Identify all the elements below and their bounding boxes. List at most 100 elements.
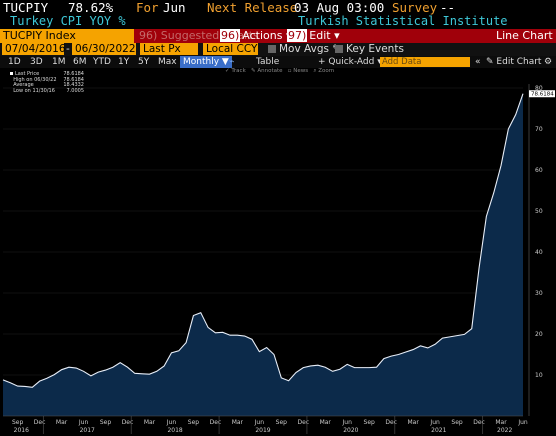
year-label: 2022 [497,427,512,434]
series-name: Turkey CPI YOY % [10,14,126,28]
survey-label: Survey [392,0,438,15]
x-tick-label: Mar [407,419,419,426]
price-chart[interactable]: 10 20 30 40 50 60 70 80 Sep Dec Mar Jun Sep Dec Mar Ju… [0,72,556,436]
key-events-label: Key Events [346,43,404,55]
chart-grid [3,87,523,376]
legend-low-value: 7.0005 [66,87,85,94]
checkbox-icon [268,45,276,53]
start-date-input[interactable]: 07/04/2016 [2,43,66,55]
year-label: 2020 [343,427,358,434]
range-1y[interactable]: 1Y [118,57,130,67]
legend-high: High on 06/30/22 78.6184 [10,76,84,84]
end-date-input[interactable]: 06/30/2022 [72,43,136,55]
range-1m[interactable]: 1M [52,57,66,67]
legend-last-price-label: Last Price [15,71,40,77]
x-tick-label: Jun [342,419,353,426]
actions-menu[interactable]: 96)Actions ▾ [220,29,292,43]
y-tick-label: 40 [535,249,543,256]
x-tick-label: Sep [12,419,24,426]
legend-high-value: 78.6184 [63,76,84,83]
tool-track-label: Track [231,68,246,74]
x-tick-label: Mar [232,419,244,426]
y-tick-label: 50 [535,208,543,215]
legend-last-price-value: 78.6184 [63,71,84,77]
add-data-input[interactable]: Add Data [380,57,470,67]
legend-average-value: 18.4332 [63,82,84,88]
x-tick-label: Jun [78,419,89,426]
tool-zoom[interactable]: ⌕ Zoom [313,68,335,74]
x-tick-label: Mar [495,419,507,426]
next-release-label: Next Release [207,0,298,15]
survey-value: -- [440,0,456,15]
x-tick-label: Sep [276,419,288,426]
controls-bar: 07/04/2016 - 06/30/2022 Last Px Local CC… [0,43,556,56]
x-tick-label: Sep [451,419,463,426]
tool-news[interactable]: ▫ News [287,68,309,74]
chevron-down-icon: ▾ [334,29,340,42]
tool-news-label: News [293,68,309,74]
x-tick-label: Dec [297,419,309,426]
legend-low: Low on 11/30/16 7.0005 [10,87,85,95]
edit-label: Edit [309,29,331,42]
range-5y[interactable]: 5Y [138,57,150,67]
chart-type-title: Line Chart [496,29,553,42]
chevron-down-icon: ▾ [377,57,382,67]
last-value-badge: 78.6184 [529,90,555,98]
key-events-toggle[interactable]: Key Events [335,43,404,56]
range-3d[interactable]: 3D [30,57,43,67]
x-tick-label: Sep [188,419,200,426]
tool-zoom-label: Zoom [318,68,335,74]
chart-legend: Last Price 78.6184 High on 06/30/22 78.618… [10,71,85,95]
security-input[interactable]: TUCPIY Index [0,29,134,43]
range-1d[interactable]: 1D [8,57,21,67]
edit-menu[interactable]: 97) Edit ▾ [287,29,340,43]
field-select[interactable]: Last Px [140,43,198,55]
edit-chart-button[interactable]: ✎ Edit Chart [486,56,541,68]
x-axis: Sep Dec Mar Jun Sep Dec Mar Jun Sep Dec Mar Jun Sep D… [3,415,528,434]
legend-high-label: High on 06/30/22 [13,76,57,83]
x-tick-label: Mar [320,419,332,426]
series-description: Turkey CPI YOY % Turkish Statistical Ins… [0,14,556,28]
range-ytd[interactable]: YTD [93,57,111,67]
x-tick-label: Jun [517,419,528,426]
date-separator: - [66,43,70,55]
quick-add-button[interactable]: + Quick-Add ▾ [318,56,382,68]
x-tick-label: Dec [473,419,485,426]
actions-label: Actions [242,29,283,42]
plus-icon: + [318,57,326,67]
legend-low-label: Low on 11/30/16 [13,87,55,94]
tool-track[interactable]: ✓ Track [225,68,246,74]
line-style-icon[interactable]: ⌁ [229,57,235,67]
range-max[interactable]: Max [158,57,177,67]
chevron-down-icon: ▼ [221,57,229,67]
tool-annotate[interactable]: ✎ Annotate [251,68,283,74]
currency-select[interactable]: Local CCY [203,43,258,55]
frequency-select[interactable]: Monthly ▼ [180,56,232,68]
y-tick-label: 10 [535,372,543,379]
table-button[interactable]: Table [256,57,280,67]
x-tick-label: Sep [364,419,376,426]
mov-avgs-toggle[interactable]: Mov Avgs ✎ [268,43,341,56]
last-value: 78.62% [68,0,114,15]
function-bar: TUCPIY Index 96) Suggested Charts 96) Act… [0,29,556,43]
ticker: TUCPIY [3,0,49,15]
x-tick-label: Mar [56,419,68,426]
collapse-icon[interactable]: « [475,57,481,67]
y-axis: 10 20 30 40 50 60 70 80 [528,84,543,416]
range-6m[interactable]: 6M [73,57,87,67]
actions-num: 96) [220,29,241,42]
year-label: 2017 [80,427,95,434]
y-tick-label: 60 [535,167,543,174]
y-tick-label: 30 [535,290,543,297]
legend-last-price: Last Price 78.6184 [10,71,84,78]
source-name: Turkish Statistical Institute [298,14,508,28]
y-tick-label: 20 [535,331,543,338]
legend-average-label: Average [13,82,34,88]
x-tick-label: Sep [100,419,112,426]
gear-icon[interactable]: ⚙ [544,57,553,67]
suggested-charts-num: 96 [139,29,153,42]
x-tick-label: Jun [166,419,177,426]
edit-num: 97) [287,29,308,42]
next-release-value: 03 Aug 03:00 [294,0,385,15]
legend-average: Average 18.4332 [10,82,84,89]
